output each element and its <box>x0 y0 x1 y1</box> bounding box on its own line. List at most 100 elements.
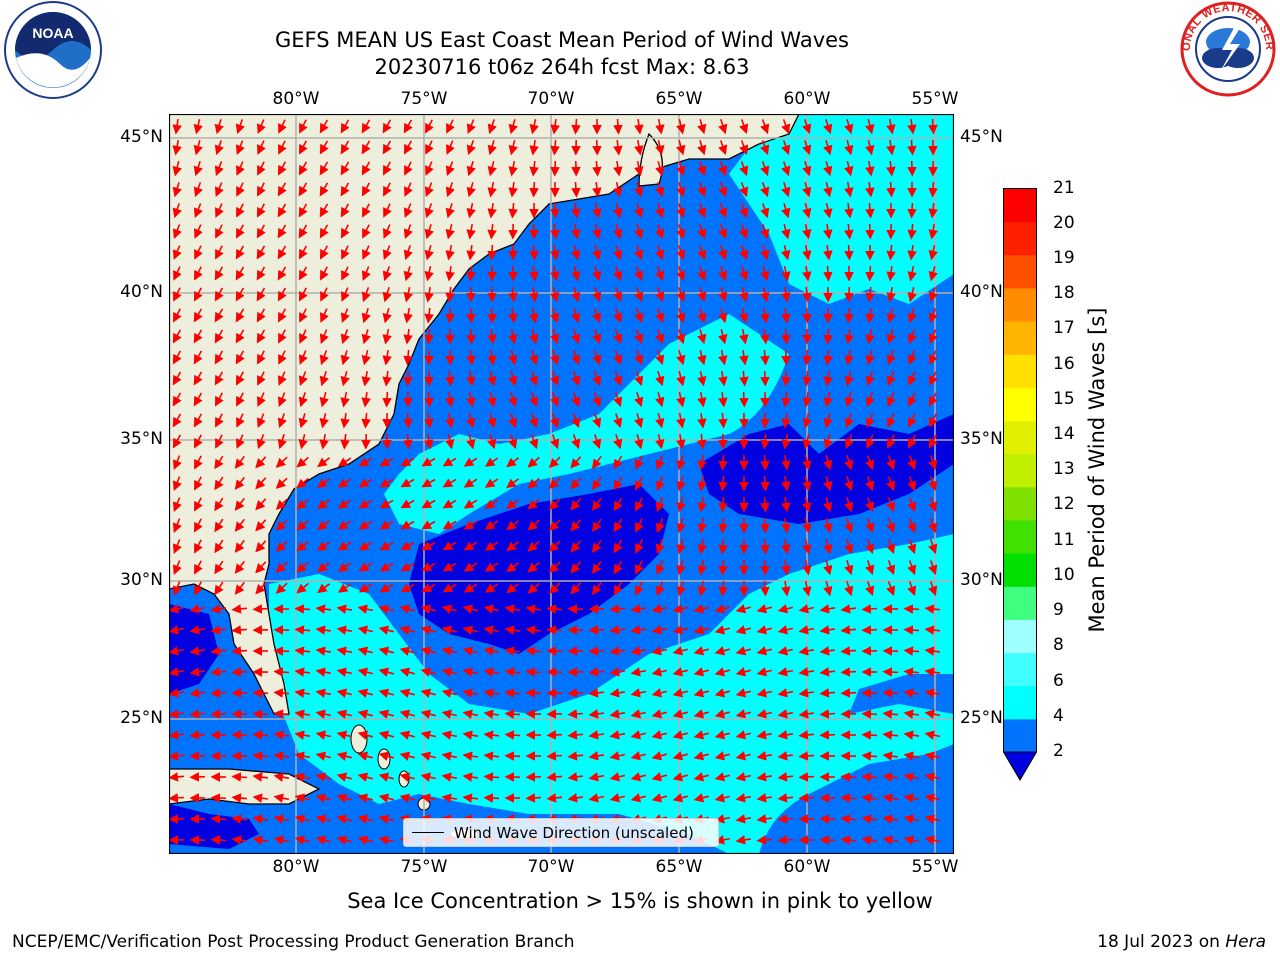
wave-direction-arrow <box>714 688 731 698</box>
wave-direction-arrow <box>655 413 665 429</box>
wave-direction-arrow <box>317 457 331 468</box>
wave-direction-arrow <box>341 245 350 260</box>
wave-direction-arrow <box>340 308 350 323</box>
wave-direction-arrow <box>781 559 791 576</box>
wave-direction-arrow <box>189 751 206 761</box>
wave-direction-arrow <box>340 329 350 345</box>
wave-direction-arrow <box>382 119 392 134</box>
wave-direction-arrow <box>315 751 331 761</box>
wave-direction-arrow <box>714 730 730 740</box>
wave-direction-arrow <box>358 541 373 551</box>
wave-direction-arrow <box>214 497 224 512</box>
wave-direction-arrow <box>361 182 371 197</box>
wave-direction-arrow <box>844 286 854 303</box>
wave-direction-arrow <box>823 392 833 408</box>
lat-tick-left-35: 35°N <box>120 429 163 449</box>
wave-direction-arrow <box>823 223 833 240</box>
wave-direction-arrow <box>383 203 392 218</box>
wave-direction-arrow <box>442 520 457 530</box>
wave-direction-arrow <box>609 667 626 677</box>
wave-direction-arrow <box>798 688 815 698</box>
wave-direction-arrow <box>634 413 644 429</box>
wave-direction-arrow <box>907 518 917 534</box>
wave-direction-arrow <box>256 245 266 260</box>
wave-direction-arrow <box>273 730 290 740</box>
wave-direction-arrow <box>609 751 626 761</box>
wave-direction-arrow <box>714 646 731 656</box>
wave-direction-arrow <box>172 518 182 533</box>
wave-direction-arrow <box>298 245 308 260</box>
wave-direction-arrow <box>420 646 437 656</box>
wave-direction-arrow <box>840 772 857 782</box>
colorbar-segment <box>1003 652 1037 687</box>
wave-direction-arrow <box>298 350 308 365</box>
wave-direction-arrow <box>635 455 644 470</box>
wave-direction-arrow <box>781 391 791 408</box>
wave-direction-arrow <box>802 119 812 135</box>
wave-direction-arrow <box>718 496 728 513</box>
wave-direction-arrow <box>777 814 794 824</box>
wave-direction-arrow <box>760 140 770 156</box>
wave-direction-arrow <box>421 520 436 530</box>
wave-direction-arrow <box>823 475 833 492</box>
colorbar-segment <box>1003 420 1037 455</box>
wave-direction-arrow <box>273 667 290 677</box>
wave-direction-arrow <box>361 287 371 303</box>
wave-direction-arrow <box>445 391 455 408</box>
wave-direction-arrow <box>235 350 245 365</box>
wave-direction-arrow <box>630 709 646 719</box>
wave-direction-arrow <box>756 646 772 656</box>
wave-direction-arrow <box>214 518 224 533</box>
colorbar-tick-label: 14 <box>1053 424 1075 445</box>
footer-branch: NCEP/EMC/Verification Post Processing Pr… <box>12 932 575 952</box>
wave-direction-arrow <box>655 140 665 156</box>
wave-direction-arrow <box>529 371 539 387</box>
wave-direction-arrow <box>193 350 203 365</box>
wave-direction-arrow <box>255 561 267 574</box>
wave-direction-arrow <box>525 646 542 656</box>
wave-direction-arrow <box>508 307 518 324</box>
wave-direction-arrow <box>714 667 731 677</box>
wave-direction-arrow <box>341 287 350 302</box>
wave-direction-arrow <box>760 412 770 429</box>
wave-direction-arrow <box>865 119 875 135</box>
wave-direction-arrow <box>676 161 686 177</box>
wave-direction-arrow <box>441 688 457 698</box>
wave-direction-arrow <box>781 475 791 492</box>
wave-direction-arrow <box>907 329 917 345</box>
wave-direction-arrow <box>420 667 437 677</box>
wave-direction-arrow <box>929 350 938 365</box>
wave-direction-arrow <box>441 646 457 656</box>
wave-direction-arrow <box>613 413 623 429</box>
wave-direction-arrow <box>823 202 833 219</box>
wave-direction-arrow <box>865 202 875 219</box>
wave-direction-arrow <box>903 667 920 677</box>
wave-direction-arrow <box>256 329 266 344</box>
wave-direction-arrow <box>924 667 941 677</box>
wave-direction-arrow <box>844 371 854 387</box>
wave-direction-arrow <box>255 477 267 490</box>
wave-direction-arrow <box>844 139 854 156</box>
wave-direction-arrow <box>508 328 518 345</box>
colorbar-segment <box>1003 188 1037 223</box>
wave-direction-arrow <box>379 562 394 572</box>
wave-direction-arrow <box>802 434 812 450</box>
wave-direction-arrow <box>506 499 520 510</box>
wave-direction-arrow <box>315 646 332 656</box>
wave-direction-arrow <box>193 119 203 135</box>
wave-direction-arrow <box>445 370 455 387</box>
wave-direction-arrow <box>739 245 749 261</box>
wave-direction-arrow <box>257 350 266 365</box>
wave-direction-arrow <box>802 203 812 219</box>
wave-direction-arrow <box>319 224 329 239</box>
wave-direction-arrow <box>508 350 518 366</box>
wave-direction-arrow <box>463 457 478 467</box>
wave-direction-arrow <box>928 497 938 513</box>
wave-direction-arrow <box>655 497 665 513</box>
wave-direction-arrow <box>487 286 497 303</box>
wave-direction-arrow <box>655 539 665 555</box>
wave-direction-arrow <box>613 266 623 282</box>
wave-direction-arrow <box>676 559 686 576</box>
wave-direction-arrow <box>357 646 373 656</box>
wave-direction-arrow <box>735 625 752 635</box>
